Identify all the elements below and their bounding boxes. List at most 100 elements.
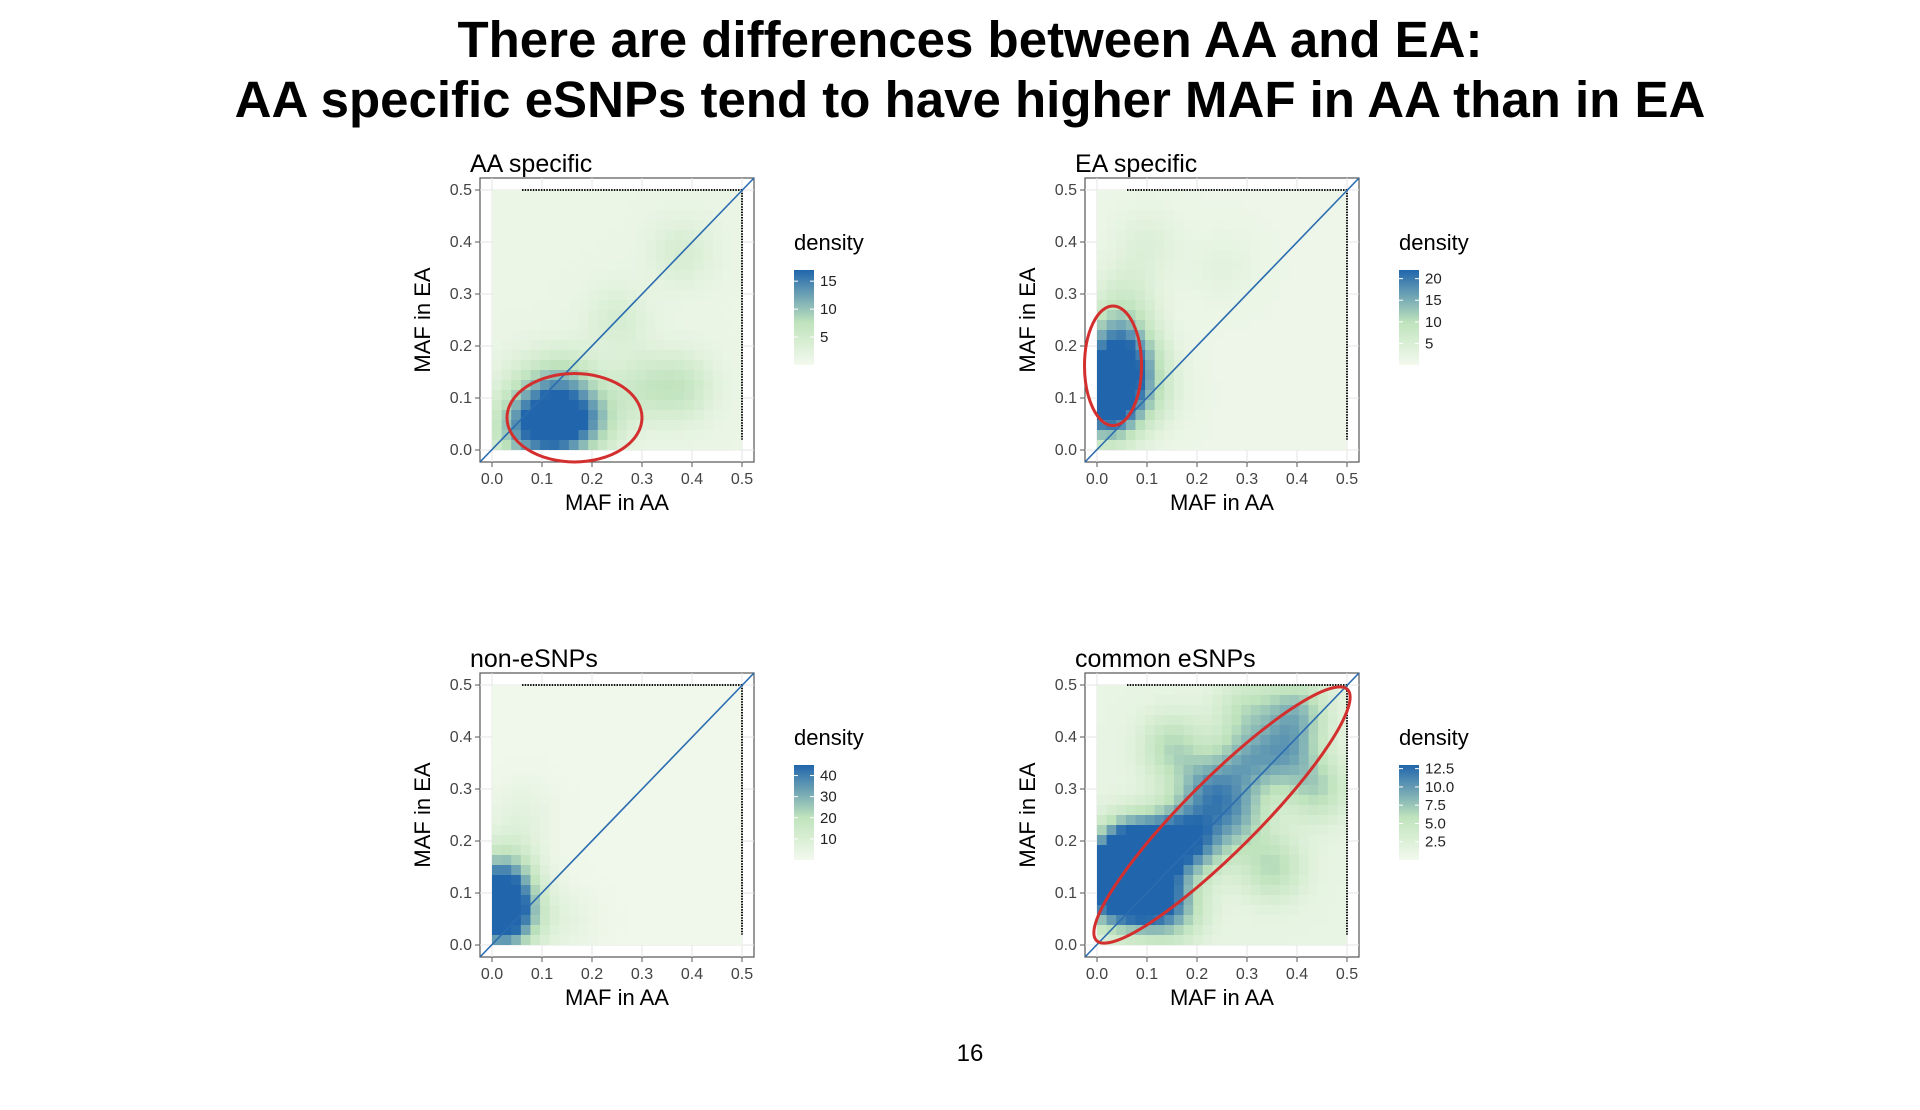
density-cell xyxy=(1173,370,1185,381)
density-cell xyxy=(1106,440,1117,450)
density-cell xyxy=(1298,845,1310,856)
density-cell xyxy=(1202,905,1213,916)
density-cell xyxy=(607,885,618,896)
density-cell xyxy=(1145,430,1156,441)
density-cell xyxy=(665,390,676,401)
density-cell xyxy=(1327,885,1338,896)
density-cell xyxy=(665,420,676,431)
density-cell xyxy=(578,765,589,776)
density-cell xyxy=(597,420,608,431)
density-cell xyxy=(501,310,512,321)
density-cell xyxy=(1202,340,1213,351)
density-cell xyxy=(1202,280,1213,291)
density-cell xyxy=(674,280,685,291)
density-cell xyxy=(1116,855,1127,866)
density-cell xyxy=(1125,330,1137,341)
density-cell xyxy=(1125,925,1137,936)
density-cell xyxy=(1260,795,1271,806)
density-cell xyxy=(1289,190,1300,201)
slide-title-line-1: There are differences between AA and EA: xyxy=(457,11,1483,68)
density-cell xyxy=(732,370,742,381)
density-cell xyxy=(1106,250,1117,261)
density-cell xyxy=(1154,785,1165,796)
density-cell xyxy=(568,210,580,221)
density-cell xyxy=(674,835,685,846)
density-cell xyxy=(1116,400,1127,411)
density-cell xyxy=(1212,340,1223,351)
density-cell xyxy=(636,220,647,231)
density-cell xyxy=(693,735,705,746)
density-cell xyxy=(597,935,608,945)
density-cell xyxy=(693,715,705,726)
density-cell xyxy=(511,370,522,381)
density-cell xyxy=(1183,430,1194,441)
density-cell xyxy=(549,430,560,441)
density-cell xyxy=(713,875,724,886)
density-cell xyxy=(1337,915,1347,926)
density-cell xyxy=(1222,835,1233,846)
density-cell xyxy=(655,775,666,786)
density-cell xyxy=(1145,805,1156,816)
density-cell xyxy=(578,230,589,241)
density-cell xyxy=(732,440,742,450)
density-cell xyxy=(1250,350,1262,361)
density-cell xyxy=(501,725,512,736)
density-cell xyxy=(1337,835,1347,846)
density-cell xyxy=(1154,895,1165,906)
density-cell xyxy=(530,310,541,321)
density-cell xyxy=(645,360,657,371)
density-cell xyxy=(1298,340,1310,351)
density-cell xyxy=(626,715,637,726)
density-cell xyxy=(674,290,685,301)
density-cell xyxy=(520,925,532,936)
density-cell xyxy=(732,380,742,391)
density-cell xyxy=(1173,300,1185,311)
density-cell xyxy=(636,885,647,896)
density-cell xyxy=(1154,300,1165,311)
density-cell xyxy=(1125,350,1137,361)
density-cell xyxy=(1116,795,1127,806)
density-cell xyxy=(501,380,512,391)
density-cell xyxy=(674,420,685,431)
density-cell xyxy=(1183,775,1194,786)
density-cell xyxy=(684,765,695,776)
density-cell xyxy=(1231,895,1242,906)
density-cell xyxy=(511,895,522,906)
density-cell xyxy=(501,865,512,876)
density-cell xyxy=(1125,380,1137,391)
density-cell xyxy=(1202,725,1213,736)
density-cell xyxy=(722,220,733,231)
density-cell xyxy=(1125,260,1137,271)
density-cell xyxy=(655,430,666,441)
density-cell xyxy=(1231,400,1242,411)
density-cell xyxy=(626,855,637,866)
density-cell xyxy=(1183,935,1194,945)
density-cell xyxy=(1289,835,1300,846)
density-cell xyxy=(617,260,628,271)
density-cell xyxy=(1337,420,1347,431)
density-cell xyxy=(1116,290,1127,301)
density-cell xyxy=(645,240,657,251)
density-cell xyxy=(684,340,695,351)
density-cell xyxy=(530,340,541,351)
density-cell xyxy=(1318,220,1329,231)
density-cell xyxy=(559,815,570,826)
density-cell xyxy=(1298,440,1310,450)
density-cell xyxy=(597,735,608,746)
density-cell xyxy=(1222,330,1233,341)
density-cell xyxy=(1212,755,1223,766)
density-cell xyxy=(722,270,733,281)
density-cell xyxy=(1337,695,1347,706)
density-cell xyxy=(501,705,512,716)
density-cell xyxy=(549,895,560,906)
density-cell xyxy=(530,440,541,450)
density-cell xyxy=(549,735,560,746)
density-cell xyxy=(1318,360,1329,371)
density-cell xyxy=(1173,775,1185,786)
density-cell xyxy=(1125,695,1137,706)
density-cell xyxy=(1145,745,1156,756)
density-cell xyxy=(655,935,666,945)
density-cell xyxy=(597,785,608,796)
density-cell xyxy=(1241,805,1252,816)
density-cell xyxy=(607,875,618,886)
